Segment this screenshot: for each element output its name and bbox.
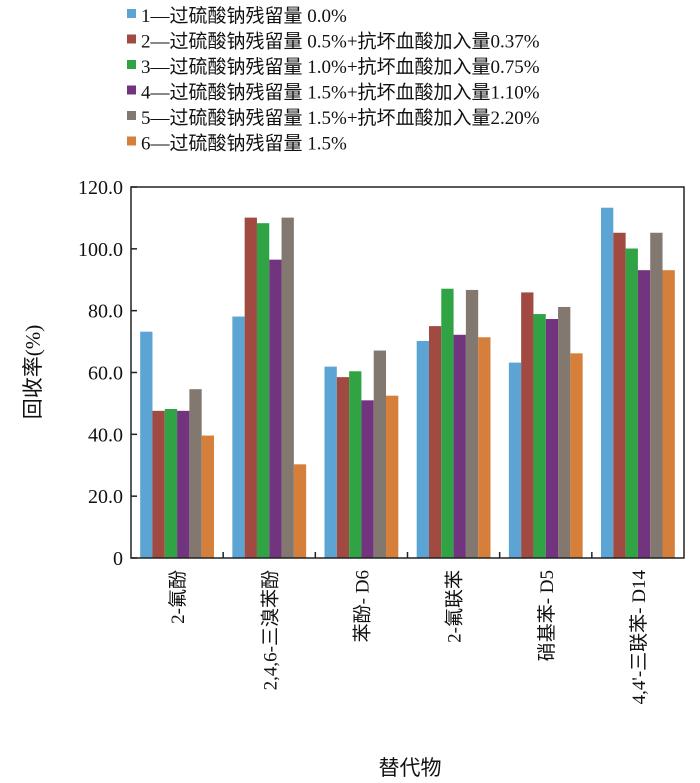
y-tick-label: 40.0 xyxy=(88,424,123,446)
bar xyxy=(558,306,571,558)
legend-label: 5—过硫酸钠残留量 1.5%+抗坏血酸加入量2.20% xyxy=(141,107,540,129)
bar xyxy=(570,353,583,558)
legend-swatch xyxy=(127,34,136,44)
bar xyxy=(441,288,454,558)
y-tick-label: 120.0 xyxy=(78,177,123,199)
bar xyxy=(373,350,387,558)
x-tick-label: 2-氟酚 xyxy=(167,570,189,624)
x-tick-label: 4,4'-三联苯- D14 xyxy=(628,570,650,705)
legend-label: 6—过硫酸钠残留量 1.5% xyxy=(141,133,347,155)
bar xyxy=(349,371,362,558)
bar xyxy=(650,232,663,559)
x-tick-label: 2,4,6-三溴苯酚 xyxy=(259,570,281,690)
legend-label: 4—过硫酸钠残留量 1.5%+抗坏血酸加入量1.10% xyxy=(141,82,540,104)
bar xyxy=(533,314,546,558)
bar xyxy=(164,408,178,558)
legend-label: 1—过硫酸钠残留量 0.0% xyxy=(141,5,347,27)
bar xyxy=(361,400,374,558)
bar xyxy=(281,217,294,559)
bar xyxy=(601,207,614,558)
bar xyxy=(521,292,534,558)
y-tick-label: 80.0 xyxy=(88,301,123,323)
legend-swatch xyxy=(127,9,136,18)
legend-swatch xyxy=(127,136,136,146)
legend-swatch xyxy=(127,60,136,69)
bar xyxy=(256,223,270,559)
y-axis-label: 回收率(%) xyxy=(21,325,45,419)
bar xyxy=(152,410,165,558)
bar xyxy=(232,316,245,558)
bar xyxy=(613,232,626,559)
bar xyxy=(453,334,466,558)
legend-label: 2—过硫酸钠残留量 0.5%+抗坏血酸加入量0.37% xyxy=(141,31,540,53)
bar xyxy=(140,331,153,558)
bar xyxy=(416,340,429,558)
bar xyxy=(465,289,479,558)
x-tick-label: 2-氟联苯 xyxy=(444,570,466,643)
legend-swatch xyxy=(127,85,136,95)
legend-swatch xyxy=(127,111,136,120)
x-axis-label: 替代物 xyxy=(379,756,442,780)
bar xyxy=(625,248,638,558)
bar xyxy=(428,326,442,558)
bar xyxy=(189,389,202,558)
legend-label: 3—过硫酸钠残留量 1.0%+抗坏血酸加入量0.75% xyxy=(141,56,540,78)
y-tick-label: 60.0 xyxy=(88,363,123,385)
bar xyxy=(269,259,282,558)
bar xyxy=(508,362,522,558)
bar xyxy=(244,217,257,559)
bar xyxy=(201,435,214,558)
y-tick-label: 20.0 xyxy=(88,486,123,508)
bar xyxy=(662,270,675,558)
bar xyxy=(545,319,559,558)
y-tick-label: 100.0 xyxy=(78,239,123,261)
bar xyxy=(478,337,491,558)
bar xyxy=(386,395,399,558)
x-tick-label: 硝基苯- D5 xyxy=(536,570,558,661)
bar xyxy=(336,377,350,558)
bar xyxy=(637,270,651,558)
bar xyxy=(324,366,337,558)
bar xyxy=(177,410,190,558)
y-tick-label: 0 xyxy=(113,548,123,570)
bar xyxy=(293,464,307,558)
x-tick-label: 苯酚- D6 xyxy=(351,570,373,642)
